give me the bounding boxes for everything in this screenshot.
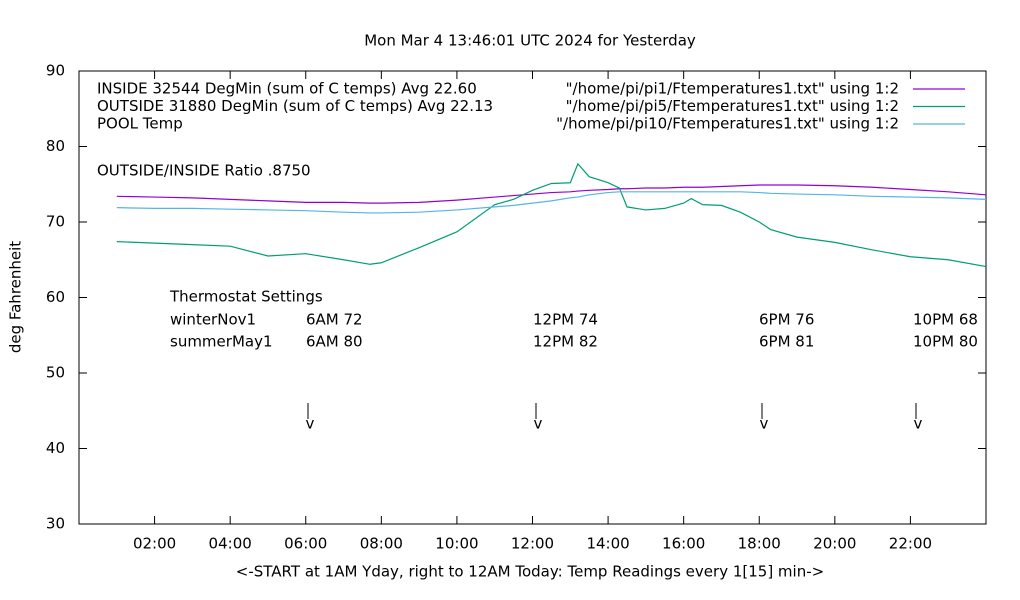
x-tick-label: 20:00 (813, 535, 856, 553)
y-tick-label: 70 (46, 213, 65, 231)
series-line (116, 191, 987, 214)
thermostat-cell: 10PM 80 (913, 333, 978, 351)
chart-title: Mon Mar 4 13:46:01 UTC 2024 for Yesterda… (364, 32, 696, 50)
legend-label: OUTSIDE 31880 DegMin (sum of C temps) Av… (97, 97, 493, 115)
series-line (116, 162, 987, 268)
x-tick-label: 06:00 (284, 535, 327, 553)
thermostat-cell: 6PM 76 (759, 311, 814, 329)
y-axis-label: deg Fahrenheit (7, 241, 25, 353)
arrow-head: v (306, 415, 315, 433)
legend-label: POOL Temp (97, 115, 183, 133)
y-tick-label: 90 (46, 62, 65, 80)
y-tick-label: 50 (46, 364, 65, 382)
thermostat-cell: 6AM 80 (306, 333, 363, 351)
y-tick-label: 30 (46, 515, 65, 533)
y-tick-label: 60 (46, 288, 65, 306)
thermostat-cell: 6PM 81 (759, 333, 814, 351)
x-tick-label: 02:00 (133, 535, 176, 553)
x-tick-label: 16:00 (662, 535, 705, 553)
x-tick-label: 14:00 (586, 535, 629, 553)
thermostat-cell: 6AM 72 (306, 311, 363, 329)
thermostat-cell: 10PM 68 (913, 311, 978, 329)
arrow-head: v (534, 415, 543, 433)
legend-source: "/home/pi/pi1/Ftemperatures1.txt" using … (566, 80, 899, 98)
x-tick-label: 04:00 (209, 535, 252, 553)
y-tick-label: 40 (46, 439, 65, 457)
arrow-head: v (914, 415, 923, 433)
x-tick-label: 10:00 (435, 535, 478, 553)
x-axis-label: <-START at 1AM Yday, right to 12AM Today… (236, 563, 824, 581)
ratio-note: OUTSIDE/INSIDE Ratio .8750 (97, 162, 311, 180)
x-tick-label: 12:00 (511, 535, 554, 553)
arrow-head: v (760, 415, 769, 433)
legend-source: "/home/pi/pi5/Ftemperatures1.txt" using … (566, 97, 899, 115)
x-tick-label: 08:00 (360, 535, 403, 553)
thermostat-cell: 12PM 74 (533, 311, 598, 329)
y-tick-label: 80 (46, 137, 65, 155)
x-tick-label: 22:00 (889, 535, 932, 553)
thermostat-cell: 12PM 82 (533, 333, 598, 351)
legend-source: "/home/pi/pi10/Ftemperatures1.txt" using… (556, 115, 899, 133)
thermostat-cell: summerMay1 (170, 333, 273, 351)
thermostat-cell: winterNov1 (170, 311, 256, 329)
x-tick-label: 18:00 (738, 535, 781, 553)
thermostat-title: Thermostat Settings (169, 288, 323, 306)
series-line (116, 184, 987, 204)
legend-label: INSIDE 32544 DegMin (sum of C temps) Avg… (97, 80, 477, 98)
